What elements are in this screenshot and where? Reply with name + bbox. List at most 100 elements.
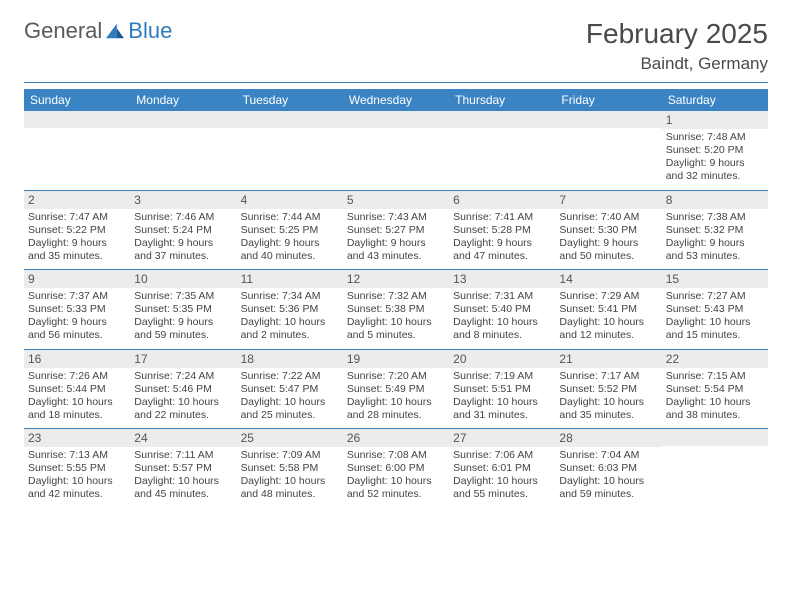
day-details: Sunrise: 7:15 AMSunset: 5:54 PMDaylight:… xyxy=(666,370,764,423)
empty-day-bar xyxy=(24,111,130,128)
day-cell: 9Sunrise: 7:37 AMSunset: 5:33 PMDaylight… xyxy=(24,270,130,349)
day-cell xyxy=(237,111,343,190)
day-number: 16 xyxy=(24,350,130,368)
day-cell: 22 Sunrise: 7:15 AMSunset: 5:54 PMDayligh… xyxy=(662,350,768,429)
empty-day-bar xyxy=(343,111,449,128)
day-details: Sunrise: 7:11 AMSunset: 5:57 PMDaylight:… xyxy=(134,449,232,502)
day-number: 10 xyxy=(130,270,236,288)
logo: General Blue xyxy=(24,18,172,44)
day-number: 4 xyxy=(237,191,343,209)
day-details: Sunrise: 7:40 AMSunset: 5:30 PMDaylight:… xyxy=(559,211,657,264)
day-details: Sunrise: 7:37 AMSunset: 5:33 PMDaylight:… xyxy=(28,290,126,343)
header: General Blue February 2025 Baindt, Germa… xyxy=(0,0,792,78)
day-cell: 13 Sunrise: 7:31 AMSunset: 5:40 PMDayligh… xyxy=(449,270,555,349)
day-number: 11 xyxy=(237,270,343,288)
day-cell: 4 Sunrise: 7:44 AMSunset: 5:25 PMDaylight… xyxy=(237,191,343,270)
day-number: 22 xyxy=(662,350,768,368)
day-number: 5 xyxy=(343,191,449,209)
day-details: Sunrise: 7:34 AMSunset: 5:36 PMDaylight:… xyxy=(241,290,339,343)
day-number: 18 xyxy=(237,350,343,368)
day-details: Sunrise: 7:38 AMSunset: 5:32 PMDaylight:… xyxy=(666,211,764,264)
day-cell: 19Sunrise: 7:20 AMSunset: 5:49 PMDayligh… xyxy=(343,350,449,429)
week-row: 16Sunrise: 7:26 AMSunset: 5:44 PMDayligh… xyxy=(24,350,768,430)
day-details: Sunrise: 7:04 AMSunset: 6:03 PMDaylight:… xyxy=(559,449,657,502)
day-number: 25 xyxy=(237,429,343,447)
day-cell: 15Sunrise: 7:27 AMSunset: 5:43 PMDayligh… xyxy=(662,270,768,349)
day-number: 17 xyxy=(130,350,236,368)
day-number: 28 xyxy=(555,429,661,447)
day-number: 13 xyxy=(449,270,555,288)
dow-cell: Wednesday xyxy=(343,89,449,111)
title-block: February 2025 Baindt, Germany xyxy=(586,18,768,74)
day-cell: 2Sunrise: 7:47 AMSunset: 5:22 PMDaylight… xyxy=(24,191,130,270)
logo-triangle-icon xyxy=(104,22,126,40)
day-cell: 5 Sunrise: 7:43 AMSunset: 5:27 PMDaylight… xyxy=(343,191,449,270)
day-details: Sunrise: 7:20 AMSunset: 5:49 PMDaylight:… xyxy=(347,370,445,423)
day-cell: 26 Sunrise: 7:08 AMSunset: 6:00 PMDayligh… xyxy=(343,429,449,508)
day-number: 7 xyxy=(555,191,661,209)
day-details: Sunrise: 7:48 AMSunset: 5:20 PMDaylight:… xyxy=(666,131,764,184)
header-rule xyxy=(24,82,768,83)
day-details: Sunrise: 7:31 AMSunset: 5:40 PMDaylight:… xyxy=(453,290,551,343)
day-number: 21 xyxy=(555,350,661,368)
day-number: 14 xyxy=(555,270,661,288)
day-details: Sunrise: 7:22 AMSunset: 5:47 PMDaylight:… xyxy=(241,370,339,423)
day-number: 27 xyxy=(449,429,555,447)
day-details: Sunrise: 7:17 AMSunset: 5:52 PMDaylight:… xyxy=(559,370,657,423)
day-cell: 25 Sunrise: 7:09 AMSunset: 5:58 PMDayligh… xyxy=(237,429,343,508)
day-number: 26 xyxy=(343,429,449,447)
dow-cell: Sunday xyxy=(24,89,130,111)
day-details: Sunrise: 7:09 AMSunset: 5:58 PMDaylight:… xyxy=(241,449,339,502)
weeks-container: 1Sunrise: 7:48 AMSunset: 5:20 PMDaylight… xyxy=(24,111,768,508)
day-number: 3 xyxy=(130,191,236,209)
day-cell: 18 Sunrise: 7:22 AMSunset: 5:47 PMDayligh… xyxy=(237,350,343,429)
day-cell: 1Sunrise: 7:48 AMSunset: 5:20 PMDaylight… xyxy=(662,111,768,190)
day-details: Sunrise: 7:13 AMSunset: 5:55 PMDaylight:… xyxy=(28,449,126,502)
day-details: Sunrise: 7:08 AMSunset: 6:00 PMDaylight:… xyxy=(347,449,445,502)
day-cell: 10 Sunrise: 7:35 AMSunset: 5:35 PMDayligh… xyxy=(130,270,236,349)
day-cell: 24Sunrise: 7:11 AMSunset: 5:57 PMDayligh… xyxy=(130,429,236,508)
empty-day-bar xyxy=(237,111,343,128)
day-cell xyxy=(24,111,130,190)
day-cell: 6Sunrise: 7:41 AMSunset: 5:28 PMDaylight… xyxy=(449,191,555,270)
location: Baindt, Germany xyxy=(586,54,768,74)
week-row: 23 Sunrise: 7:13 AMSunset: 5:55 PMDayligh… xyxy=(24,429,768,508)
day-details: Sunrise: 7:43 AMSunset: 5:27 PMDaylight:… xyxy=(347,211,445,264)
dow-cell: Thursday xyxy=(449,89,555,111)
dow-cell: Friday xyxy=(555,89,661,111)
day-cell xyxy=(555,111,661,190)
dow-cell: Monday xyxy=(130,89,236,111)
empty-day-bar xyxy=(555,111,661,128)
week-row: 2Sunrise: 7:47 AMSunset: 5:22 PMDaylight… xyxy=(24,191,768,271)
day-cell: 17Sunrise: 7:24 AMSunset: 5:46 PMDayligh… xyxy=(130,350,236,429)
week-row: 1Sunrise: 7:48 AMSunset: 5:20 PMDaylight… xyxy=(24,111,768,191)
day-cell: 3Sunrise: 7:46 AMSunset: 5:24 PMDaylight… xyxy=(130,191,236,270)
month-title: February 2025 xyxy=(586,18,768,50)
day-cell xyxy=(662,429,768,508)
day-details: Sunrise: 7:06 AMSunset: 6:01 PMDaylight:… xyxy=(453,449,551,502)
day-details: Sunrise: 7:35 AMSunset: 5:35 PMDaylight:… xyxy=(134,290,232,343)
day-number: 23 xyxy=(24,429,130,447)
day-number: 15 xyxy=(662,270,768,288)
day-cell xyxy=(343,111,449,190)
logo-text-general: General xyxy=(24,18,102,44)
day-cell: 21 Sunrise: 7:17 AMSunset: 5:52 PMDayligh… xyxy=(555,350,661,429)
logo-text-blue: Blue xyxy=(128,18,172,44)
day-cell: 16Sunrise: 7:26 AMSunset: 5:44 PMDayligh… xyxy=(24,350,130,429)
day-cell: 28 Sunrise: 7:04 AMSunset: 6:03 PMDayligh… xyxy=(555,429,661,508)
day-cell: 20 Sunrise: 7:19 AMSunset: 5:51 PMDayligh… xyxy=(449,350,555,429)
day-cell: 12Sunrise: 7:32 AMSunset: 5:38 PMDayligh… xyxy=(343,270,449,349)
calendar: SundayMondayTuesdayWednesdayThursdayFrid… xyxy=(24,89,768,508)
day-number: 12 xyxy=(343,270,449,288)
dow-cell: Tuesday xyxy=(237,89,343,111)
day-details: Sunrise: 7:44 AMSunset: 5:25 PMDaylight:… xyxy=(241,211,339,264)
empty-day-bar xyxy=(662,429,768,446)
week-row: 9Sunrise: 7:37 AMSunset: 5:33 PMDaylight… xyxy=(24,270,768,350)
day-number: 20 xyxy=(449,350,555,368)
day-cell: 11 Sunrise: 7:34 AMSunset: 5:36 PMDayligh… xyxy=(237,270,343,349)
empty-day-bar xyxy=(449,111,555,128)
day-details: Sunrise: 7:29 AMSunset: 5:41 PMDaylight:… xyxy=(559,290,657,343)
day-cell: 23 Sunrise: 7:13 AMSunset: 5:55 PMDayligh… xyxy=(24,429,130,508)
day-details: Sunrise: 7:19 AMSunset: 5:51 PMDaylight:… xyxy=(453,370,551,423)
day-details: Sunrise: 7:47 AMSunset: 5:22 PMDaylight:… xyxy=(28,211,126,264)
